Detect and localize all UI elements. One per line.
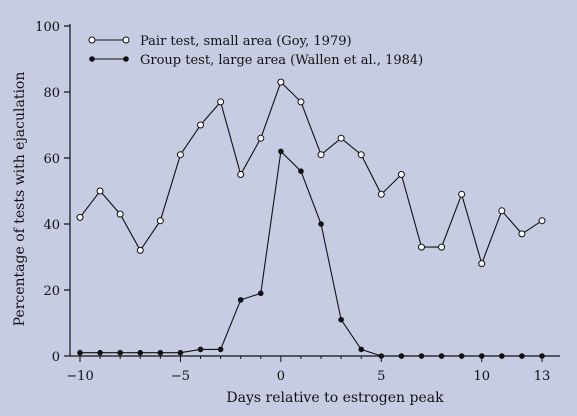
legend-label: Pair test, small area (Goy, 1979) <box>140 34 352 49</box>
data-point-open <box>377 190 385 198</box>
data-point-filled <box>77 349 83 356</box>
y-tick-label: 100 <box>35 20 60 35</box>
data-point-open <box>156 217 164 225</box>
data-point-filled <box>378 353 385 359</box>
data-point-open <box>257 134 265 142</box>
x-tick-label: −10 <box>66 369 93 384</box>
x-tick-label: −5 <box>171 369 190 384</box>
series-1 <box>76 78 546 268</box>
data-point-open <box>518 230 526 238</box>
legend-marker-filled <box>123 56 129 62</box>
data-point-filled <box>117 349 123 356</box>
y-tick-label: 60 <box>43 152 60 167</box>
data-point-open <box>136 246 144 254</box>
data-point-open <box>458 190 466 198</box>
data-point-filled <box>97 349 103 356</box>
data-point-open <box>498 207 506 215</box>
y-tick-label: 40 <box>43 218 60 233</box>
data-point-filled <box>499 353 505 359</box>
data-point-open <box>417 243 425 251</box>
x-tick-label: 5 <box>377 369 385 384</box>
data-point-filled <box>418 353 425 359</box>
data-point-filled <box>338 316 344 323</box>
x-tick-label: 13 <box>534 369 551 384</box>
data-point-open <box>438 243 446 251</box>
data-point-open <box>197 121 205 129</box>
data-point-filled <box>398 353 405 359</box>
y-tick-label: 0 <box>52 350 60 365</box>
legend-marker-open <box>88 36 96 44</box>
series-line <box>80 150 542 357</box>
data-point-open <box>116 210 124 218</box>
data-point-open <box>96 187 104 195</box>
y-tick-label: 20 <box>43 284 60 299</box>
axes: 0 20 40 60 80 100 −10 −5 0 5 10 13 <box>35 20 560 384</box>
data-point-filled <box>257 290 264 297</box>
data-point-open <box>277 78 285 86</box>
legend-marker-filled <box>89 56 95 62</box>
legend-label: Group test, large area (Wallen et al., 1… <box>140 53 423 68</box>
x-tick-label: 10 <box>473 369 490 384</box>
data-point-open <box>297 98 305 106</box>
series-line <box>79 81 543 266</box>
data-point-filled <box>478 353 485 359</box>
data-point-filled <box>519 353 525 359</box>
series-layer <box>76 78 546 359</box>
x-tick-label: 0 <box>277 369 285 384</box>
data-point-open <box>237 171 245 178</box>
data-point-filled <box>298 168 304 174</box>
data-point-filled <box>197 346 204 353</box>
y-tick-label: 80 <box>43 86 60 101</box>
x-axis-title: Days relative to estrogen peak <box>226 390 444 406</box>
legend: Pair test, small area (Goy, 1979) Group t… <box>88 34 423 68</box>
data-point-filled <box>458 353 465 359</box>
data-point-open <box>357 151 365 159</box>
data-point-filled <box>539 353 545 359</box>
data-point-open <box>76 213 84 221</box>
y-axis-title: Percentage of tests with ejaculation <box>12 72 28 327</box>
data-point-filled <box>157 349 164 356</box>
data-point-open <box>397 171 405 178</box>
data-point-open <box>538 217 546 225</box>
data-point-open <box>337 134 345 142</box>
data-point-filled <box>358 346 365 353</box>
data-point-filled <box>318 221 324 227</box>
data-point-open <box>217 98 225 106</box>
series-2 <box>77 148 545 359</box>
data-point-open <box>176 151 184 159</box>
data-point-filled <box>137 349 144 356</box>
data-point-filled <box>177 349 184 356</box>
data-point-filled <box>237 297 244 303</box>
data-point-open <box>478 260 486 268</box>
data-point-filled <box>278 148 284 155</box>
legend-marker-open <box>122 36 130 44</box>
data-point-filled <box>438 353 445 359</box>
data-point-open <box>317 151 325 159</box>
data-point-filled <box>217 346 224 353</box>
